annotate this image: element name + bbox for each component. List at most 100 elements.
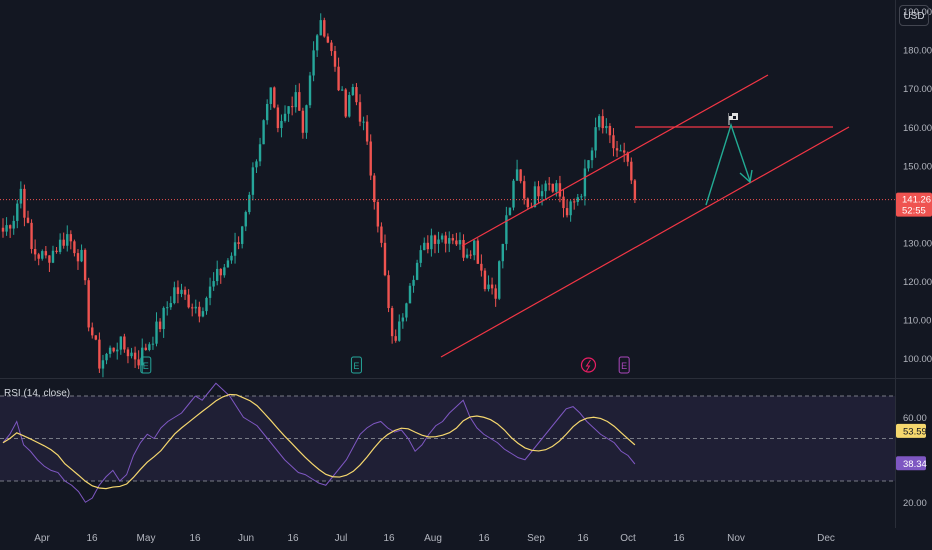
candle-body <box>348 95 351 117</box>
candle-body <box>212 281 215 287</box>
candle-body <box>8 225 12 229</box>
time-axis-tick: Jul <box>335 533 348 544</box>
candle-body <box>444 235 447 244</box>
candle-body <box>216 268 219 282</box>
candle-body <box>251 167 255 195</box>
candle-body <box>612 135 615 149</box>
candle-body <box>105 353 108 361</box>
candle-body <box>158 321 162 330</box>
candle-body <box>230 255 233 261</box>
candle-body <box>73 241 76 254</box>
event-marker[interactable] <box>580 357 597 373</box>
time-axis-tick: 16 <box>86 533 98 544</box>
candle-body <box>394 336 397 341</box>
candle-body <box>487 284 490 290</box>
rsi-ma-line <box>2 393 636 490</box>
candle-body <box>505 215 508 244</box>
candle-body <box>551 183 554 192</box>
time-axis-tick: 16 <box>673 533 685 544</box>
candle-body <box>205 297 208 312</box>
candle-body <box>412 279 415 286</box>
price-axis-tick: 160.00 <box>903 123 932 134</box>
candle-body <box>123 336 126 350</box>
candle-body <box>91 327 94 336</box>
candle-body <box>55 250 58 252</box>
candle-body <box>340 89 344 91</box>
candle-body <box>319 20 322 36</box>
candle-body <box>166 307 169 309</box>
time-axis-tick: May <box>137 533 156 544</box>
candle-body <box>208 286 212 298</box>
candle-body <box>419 250 422 263</box>
candle-body <box>515 169 519 181</box>
candle-body <box>323 20 326 37</box>
earnings-icon-label: E <box>143 361 149 371</box>
candle-body <box>148 344 151 351</box>
rsi-ma-value: 53.59 <box>903 426 927 437</box>
channel-upper-line <box>461 74 769 247</box>
price-axis-tick: 150.00 <box>903 161 932 172</box>
candle-body <box>287 106 290 114</box>
candle-body <box>151 343 155 345</box>
event-marker[interactable]: E <box>618 356 630 374</box>
candle-body <box>94 335 98 340</box>
time-axis-tick: Sep <box>527 533 545 544</box>
candle-body <box>223 267 226 276</box>
candle-body <box>130 352 133 357</box>
candle-body <box>69 234 73 242</box>
candle-body <box>176 287 180 294</box>
projection-path <box>705 122 753 206</box>
candle-body <box>430 235 433 250</box>
candle-body <box>337 66 340 91</box>
candle-body <box>626 152 629 162</box>
candle-body <box>462 239 465 258</box>
event-marker[interactable]: E <box>350 356 362 374</box>
candle-body <box>269 87 272 104</box>
rsi-value: 38.34 <box>903 459 927 470</box>
rsi-indicator-label[interactable]: RSI (14, close) <box>4 388 71 399</box>
candle-body <box>537 186 540 197</box>
candle-body <box>301 110 305 133</box>
time-axis-tick: 16 <box>478 533 490 544</box>
candle-body <box>630 161 633 181</box>
earnings-icon <box>350 356 362 374</box>
candle-body <box>587 160 590 169</box>
candle-body <box>1 227 5 232</box>
time-axis-tick: 16 <box>383 533 395 544</box>
dividend-icon <box>580 357 597 373</box>
candle-body <box>194 306 197 309</box>
candle-body <box>108 347 112 354</box>
candle-body <box>41 251 44 259</box>
candle-body <box>473 240 476 256</box>
earnings-icon <box>140 356 152 374</box>
candle-body <box>490 284 494 289</box>
candle-body <box>87 280 90 328</box>
candle-body <box>519 169 522 182</box>
channel-lower-line <box>440 126 850 358</box>
candle-body <box>37 254 40 259</box>
candle-body <box>415 262 419 280</box>
candle-body <box>597 116 601 128</box>
candle-body <box>5 225 8 232</box>
event-marker[interactable]: E <box>140 356 152 374</box>
candle-body <box>590 150 594 161</box>
candle-body <box>594 127 597 151</box>
candle-body <box>355 87 358 103</box>
candle-body <box>622 150 626 153</box>
rsi-axis-tick: 20.00 <box>903 498 927 509</box>
candle-body <box>308 75 312 106</box>
projection-line <box>705 122 751 206</box>
candle-body <box>12 220 15 229</box>
candle-body <box>305 105 308 133</box>
candle-body <box>76 253 80 262</box>
currency-button[interactable]: USD <box>899 5 929 26</box>
candle-body <box>144 347 147 351</box>
candle-body <box>580 196 583 198</box>
candle-body <box>512 180 515 208</box>
candle-body <box>423 242 426 251</box>
candle-body <box>294 92 297 108</box>
candle-body <box>226 260 230 268</box>
candle-body <box>62 239 65 246</box>
candle-body <box>276 107 280 129</box>
